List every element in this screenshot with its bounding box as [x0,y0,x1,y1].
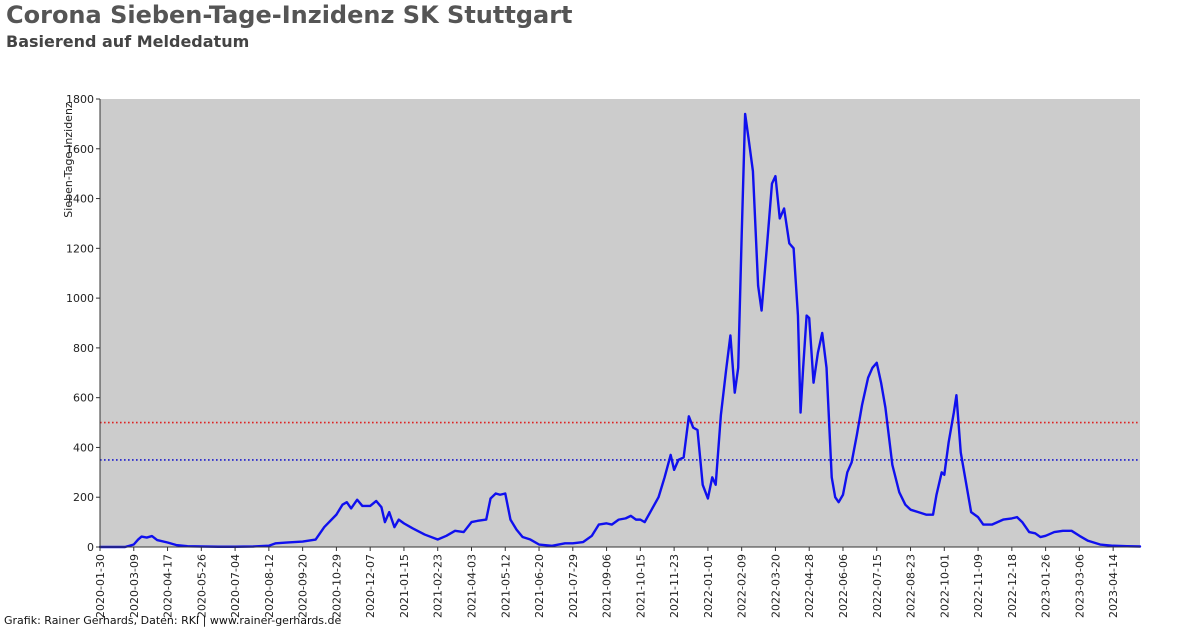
x-tick-label: 2022-10-01 [938,554,951,618]
chart-subtitle: Basierend auf Meldedatum [6,32,250,51]
x-tick-label: 2021-05-12 [499,554,512,618]
series-line [98,112,1142,549]
x-axis-ticks: 2020-01-30 2020-03-09 2020-04-17 2020-05-26… [94,547,1120,618]
y-tick-label: 1800 [66,93,94,106]
y-tick-label: 600 [73,392,94,405]
y-axis-ticks: 0 200 400 600 800 1000 1200 1400 1600 1800 [66,93,100,554]
plot-area [100,99,1140,547]
y-tick-label: 1400 [66,193,94,206]
axes [99,99,1140,548]
y-tick-label: 400 [73,441,94,454]
y-tick-label: 1200 [66,242,94,255]
x-tick-label: 2022-03-20 [769,554,782,618]
x-tick-label: 2022-12-18 [1006,554,1019,618]
x-tick-label: 2020-10-29 [330,554,343,618]
series-layer [98,112,1142,549]
x-tick-label: 2022-02-09 [736,554,749,618]
x-tick-label: 2020-01-30 [94,554,107,618]
x-tick-label: 2021-04-03 [465,554,478,618]
x-tick-label: 2020-09-20 [297,554,310,618]
x-tick-label: 2022-07-15 [871,554,884,618]
x-tick-label: 2020-05-26 [195,554,208,618]
y-tick-label: 1000 [66,292,94,305]
y-axis-label: Sieben-Tage-Inzidenz [62,102,75,218]
x-tick-label: 2021-07-29 [567,554,580,618]
x-tick-label: 2021-11-23 [668,554,681,618]
x-tick-label: 2021-01-15 [398,554,411,618]
y-tick-label: 0 [87,541,94,554]
x-tick-label: 2023-01-26 [1040,554,1053,618]
y-tick-label: 1600 [66,143,94,156]
x-tick-label: 2022-11-09 [972,554,985,618]
x-tick-label: 2020-12-07 [364,554,377,618]
x-tick-label: 2020-03-09 [128,554,141,618]
x-tick-label: 2023-03-06 [1073,554,1086,618]
x-tick-label: 2023-04-14 [1107,554,1120,618]
x-tick-label: 2021-02-23 [432,554,445,618]
x-tick-label: 2020-04-17 [162,554,175,618]
chart-title: Corona Sieben-Tage-Inzidenz SK Stuttgart [6,1,573,29]
y-tick-label: 200 [73,491,94,504]
x-tick-label: 2020-07-04 [229,554,242,618]
x-tick-label: 2022-01-01 [702,554,715,618]
x-tick-label: 2021-10-15 [634,554,647,618]
x-tick-label: 2020-08-12 [263,554,276,618]
footer-credit: Grafik: Rainer Gerhards, Daten: RKI | ww… [4,614,342,627]
x-tick-label: 2022-08-23 [905,554,918,618]
x-tick-label: 2021-09-06 [601,554,614,618]
x-tick-label: 2022-06-06 [837,554,850,618]
reference-lines [100,421,1140,461]
x-tick-label: 2021-06-20 [533,554,546,618]
x-tick-label: 2022-04-28 [803,554,816,618]
y-tick-label: 800 [73,342,94,355]
